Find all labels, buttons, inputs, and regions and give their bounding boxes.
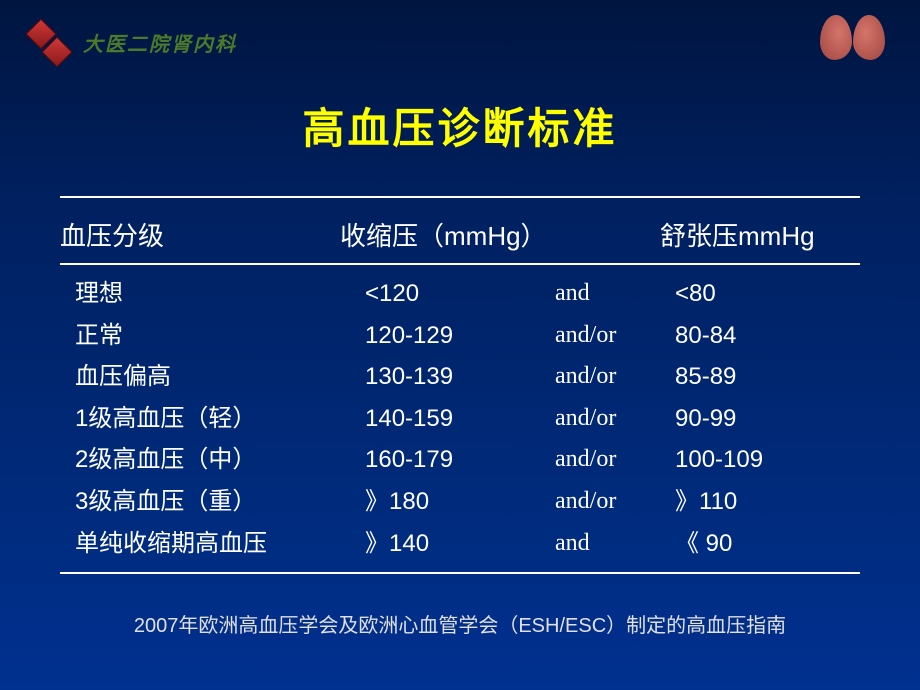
table-row: 1级高血压（轻） 140-159 and/or 90-99 (60, 398, 860, 440)
row-conjunction: and/or (555, 443, 675, 477)
row-conjunction: and (555, 277, 675, 311)
row-conjunction: and (555, 527, 675, 561)
row-diastolic: 》110 (675, 485, 855, 519)
row-label: 3级高血压（重） (75, 485, 355, 519)
row-systolic: 》140 (355, 527, 555, 561)
row-conjunction: and/or (555, 485, 675, 519)
row-label: 2级高血压（中） (75, 443, 355, 477)
row-label: 正常 (75, 319, 355, 353)
table-header-row: 血压分级 收缩压（mmHg） 舒张压mmHg (60, 216, 860, 265)
kidney-right-icon (853, 15, 885, 60)
row-systolic: 140-159 (355, 402, 555, 436)
row-label: 血压偏高 (75, 360, 355, 394)
double-diamond-logo-icon (30, 23, 68, 63)
th-classification: 血压分级 (60, 216, 340, 253)
th-systolic: 收缩压（mmHg） (340, 216, 540, 253)
row-conjunction: and/or (555, 360, 675, 394)
footer-citation: 2007年欧洲高血压学会及欧洲心血管学会（ESH/ESC）制定的高血压指南 (0, 609, 920, 638)
row-conjunction: and/or (555, 402, 675, 436)
table-bottom-rule (60, 572, 860, 574)
row-diastolic: 80-84 (675, 319, 855, 353)
row-diastolic: <80 (675, 277, 855, 311)
table-row: 单纯收缩期高血压 》140 and 《 90 (60, 523, 860, 565)
kidney-left-icon (820, 15, 852, 60)
table-row: 2级高血压（中） 160-179 and/or 100-109 (60, 439, 860, 481)
table-row: 理想 <120 and <80 (60, 273, 860, 315)
hospital-name: 大医二院肾内科 (83, 28, 237, 57)
row-conjunction: and/or (555, 319, 675, 353)
row-diastolic: 85-89 (675, 360, 855, 394)
th-diastolic: 舒张压mmHg (660, 216, 840, 253)
row-diastolic: 90-99 (675, 402, 855, 436)
kidneys-icon (815, 15, 890, 70)
table-row: 血压偏高 130-139 and/or 85-89 (60, 356, 860, 398)
th-conjunction (540, 216, 660, 253)
bp-classification-table: 血压分级 收缩压（mmHg） 舒张压mmHg 理想 <120 and <80 正… (60, 196, 860, 574)
logo-section: 大医二院肾内科 (30, 23, 237, 63)
row-systolic: 160-179 (355, 443, 555, 477)
slide-header: 大医二院肾内科 (0, 0, 920, 80)
slide-title: 高血压诊断标准 (0, 95, 920, 156)
table-row: 正常 120-129 and/or 80-84 (60, 315, 860, 357)
row-diastolic: 100-109 (675, 443, 855, 477)
table-top-rule (60, 196, 860, 198)
row-systolic: 120-129 (355, 319, 555, 353)
row-systolic: 130-139 (355, 360, 555, 394)
row-label: 理想 (75, 277, 355, 311)
row-systolic: 》180 (355, 485, 555, 519)
row-systolic: <120 (355, 277, 555, 311)
table-row: 3级高血压（重） 》180 and/or 》110 (60, 481, 860, 523)
row-label: 1级高血压（轻） (75, 402, 355, 436)
row-label: 单纯收缩期高血压 (75, 527, 355, 561)
row-diastolic: 《 90 (675, 527, 855, 561)
